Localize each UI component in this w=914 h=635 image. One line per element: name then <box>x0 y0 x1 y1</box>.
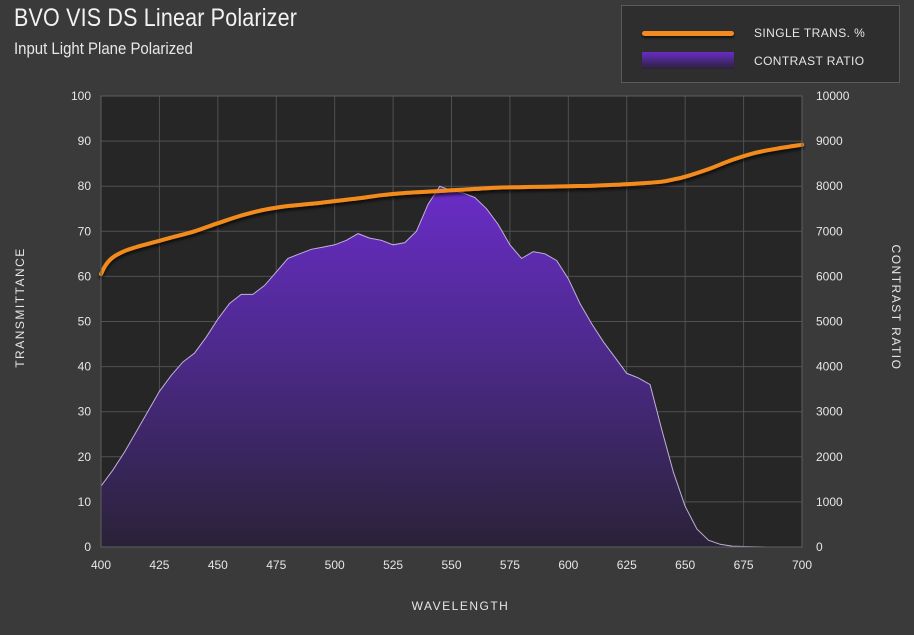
x-tick-label: 475 <box>266 558 286 572</box>
legend-item-contrast: CONTRAST RATIO <box>622 51 899 71</box>
y-tick-label: 40 <box>78 360 92 374</box>
x-tick-label: 650 <box>675 558 695 572</box>
x-tick-label: 700 <box>792 558 812 572</box>
legend-label-contrast: CONTRAST RATIO <box>754 54 865 68</box>
x-tick-label: 575 <box>500 558 520 572</box>
x-tick-label: 600 <box>558 558 578 572</box>
y2-tick-label: 9000 <box>816 134 843 148</box>
x-tick-label: 425 <box>149 558 169 572</box>
x-tick-label: 450 <box>208 558 228 572</box>
y2-tick-label: 0 <box>816 540 823 554</box>
legend-swatch-contrast <box>642 52 734 69</box>
y2-tick-label: 5000 <box>816 315 843 329</box>
y-tick-label: 80 <box>78 179 92 193</box>
y2-tick-label: 8000 <box>816 179 843 193</box>
y2-tick-label: 7000 <box>816 224 843 238</box>
y-tick-label: 0 <box>84 540 91 554</box>
x-tick-label: 400 <box>91 558 111 572</box>
x-tick-label: 500 <box>325 558 345 572</box>
contrast-ratio-area <box>101 186 802 547</box>
plot-frame <box>100 95 803 548</box>
y2-tick-label: 4000 <box>816 360 843 374</box>
x-axis-title: WAVELENGTH <box>412 599 510 613</box>
y2-tick-label: 3000 <box>816 405 843 419</box>
y-tick-label: 60 <box>78 269 92 283</box>
y2-tick-label: 1000 <box>816 495 843 509</box>
legend-item-transmission: SINGLE TRANS. % <box>622 23 899 43</box>
x-tick-label: 625 <box>617 558 637 572</box>
y2-tick-label: 6000 <box>816 269 843 283</box>
y2-tick-label: 10000 <box>816 89 850 103</box>
chart-subtitle: Input Light Plane Polarized <box>14 39 193 58</box>
y-tick-label: 90 <box>78 134 92 148</box>
legend-label-transmission: SINGLE TRANS. % <box>754 26 866 40</box>
y-tick-label: 20 <box>78 450 92 464</box>
y-tick-label: 50 <box>78 315 92 329</box>
y2-tick-label: 2000 <box>816 450 843 464</box>
x-tick-label: 675 <box>734 558 754 572</box>
transmission-line <box>99 142 804 277</box>
y-tick-label: 100 <box>71 89 91 103</box>
y2-axis-title: CONTRAST RATIO <box>889 245 903 371</box>
chart-title: BVO VIS DS Linear Polarizer <box>14 4 298 32</box>
chart-legend: SINGLE TRANS. % CONTRAST RATIO <box>621 5 900 83</box>
y-axis-title: TRANSMITTANCE <box>13 247 27 368</box>
y-tick-label: 70 <box>78 224 92 238</box>
y-tick-label: 10 <box>78 495 92 509</box>
legend-swatch-transmission <box>642 31 734 36</box>
x-tick-label: 550 <box>441 558 461 572</box>
y-tick-label: 30 <box>78 405 92 419</box>
x-tick-label: 525 <box>383 558 403 572</box>
